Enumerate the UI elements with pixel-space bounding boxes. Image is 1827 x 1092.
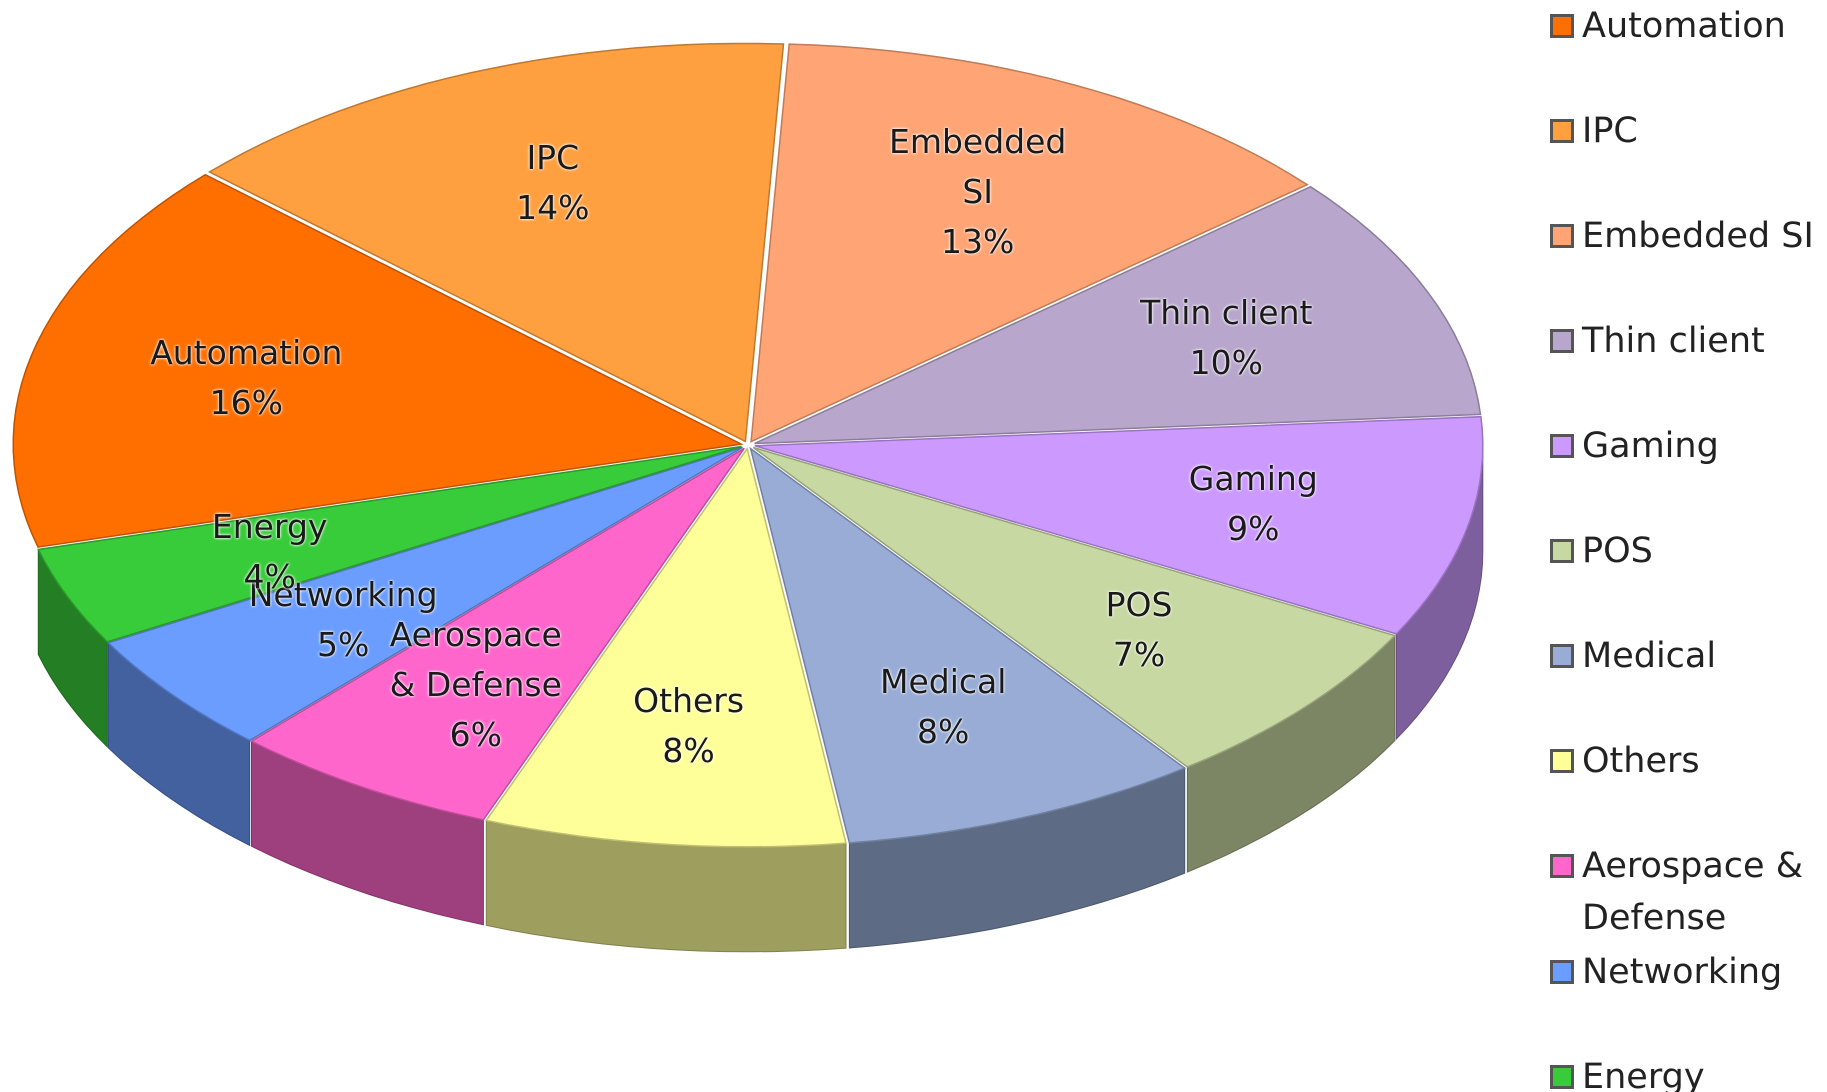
- slice-value: 8%: [917, 711, 970, 751]
- slice-value: 13%: [941, 222, 1015, 261]
- legend-swatch: [1550, 1065, 1574, 1089]
- slice: [750, 43, 1309, 443]
- slice-name: Networking: [248, 575, 438, 615]
- legend-label: Energy: [1582, 1057, 1705, 1092]
- slice-value: 14%: [516, 188, 590, 228]
- slice: [12, 173, 744, 548]
- slice-name: Others: [633, 680, 745, 720]
- legend-item: Thin client: [1550, 315, 1765, 367]
- slice: [749, 446, 1187, 844]
- slice-value: 7%: [1112, 634, 1166, 674]
- legend-label: Networking: [1582, 952, 1783, 992]
- slice: [754, 415, 1484, 635]
- slice-value: 9%: [1227, 508, 1280, 548]
- slice-name: Gaming: [1188, 458, 1318, 498]
- legend-swatch: [1550, 119, 1574, 143]
- legend-item: Networking: [1550, 946, 1782, 998]
- slice-name: Medical: [879, 661, 1007, 701]
- slice-name: Embedded SI: [888, 122, 1067, 211]
- slice: [106, 446, 743, 742]
- slice-name: Aerospace & Defense: [389, 615, 562, 705]
- legend-item: Embedded SI: [1550, 210, 1814, 262]
- slice-name: IPC: [526, 138, 580, 178]
- legend-label: POS: [1582, 531, 1653, 571]
- legend-item: IPC: [1550, 105, 1638, 157]
- legend-swatch: [1550, 749, 1574, 773]
- legend-label: Aerospace & Defense: [1582, 846, 1803, 938]
- slice-label: POS 7%: [1106, 580, 1173, 680]
- legend-label: Gaming: [1582, 426, 1719, 466]
- slice: [37, 445, 742, 643]
- legend-swatch: [1550, 329, 1574, 353]
- legend-item: Others: [1550, 735, 1700, 787]
- slice-label: Gaming 9%: [1189, 454, 1318, 554]
- slice-value: 8%: [662, 730, 715, 770]
- slice-label: Networking 5%: [249, 570, 438, 670]
- slice-label: Automation 16%: [150, 328, 342, 428]
- slice-name: Automation: [150, 332, 343, 372]
- legend-label: IPC: [1582, 111, 1638, 151]
- legend-swatch: [1550, 960, 1574, 984]
- slice-label: Embedded SI 13%: [878, 117, 1078, 267]
- legend-label: Others: [1582, 741, 1700, 781]
- pie-tops: [12, 42, 1484, 848]
- slice-label: Others 8%: [633, 676, 744, 776]
- legend-item: Energy: [1550, 1051, 1705, 1092]
- legend-label: Medical: [1582, 636, 1717, 676]
- slice-name: POS: [1105, 584, 1173, 624]
- slice-label: Thin client 10%: [1140, 288, 1312, 388]
- legend-item: Medical: [1550, 630, 1716, 682]
- legend-swatch: [1550, 14, 1574, 38]
- slice-value: 4%: [243, 556, 296, 596]
- legend-swatch: [1550, 434, 1574, 458]
- slice-name: Thin client: [1140, 293, 1313, 333]
- slice-value: 16%: [209, 382, 283, 422]
- slice: [207, 42, 785, 443]
- legend-item: Aerospace & Defense: [1550, 840, 1827, 944]
- pie-walls: [37, 445, 1484, 953]
- slice: [754, 185, 1482, 445]
- slice-value: 10%: [1189, 343, 1263, 383]
- slice: [249, 447, 745, 821]
- legend-item: Automation: [1550, 0, 1786, 52]
- slice: [485, 447, 847, 848]
- legend-label: Thin client: [1582, 321, 1765, 361]
- slice-label: Medical 8%: [880, 657, 1006, 757]
- slice-label: IPC 14%: [516, 133, 589, 233]
- slice-label: Aerospace & Defense 6%: [376, 610, 576, 760]
- legend-label: Embedded SI: [1582, 216, 1814, 256]
- slice-value: 5%: [316, 625, 370, 665]
- legend-label: Automation: [1582, 6, 1786, 46]
- slice: [752, 446, 1397, 768]
- slice-label: Energy 4%: [212, 502, 328, 602]
- legend-item: Gaming: [1550, 420, 1719, 472]
- slice-value: 6%: [449, 715, 502, 755]
- legend-item: POS: [1550, 525, 1653, 577]
- legend-swatch: [1550, 644, 1574, 668]
- slice-name: Energy: [211, 506, 328, 546]
- legend-swatch: [1550, 854, 1574, 878]
- legend-swatch: [1550, 539, 1574, 563]
- legend-swatch: [1550, 224, 1574, 248]
